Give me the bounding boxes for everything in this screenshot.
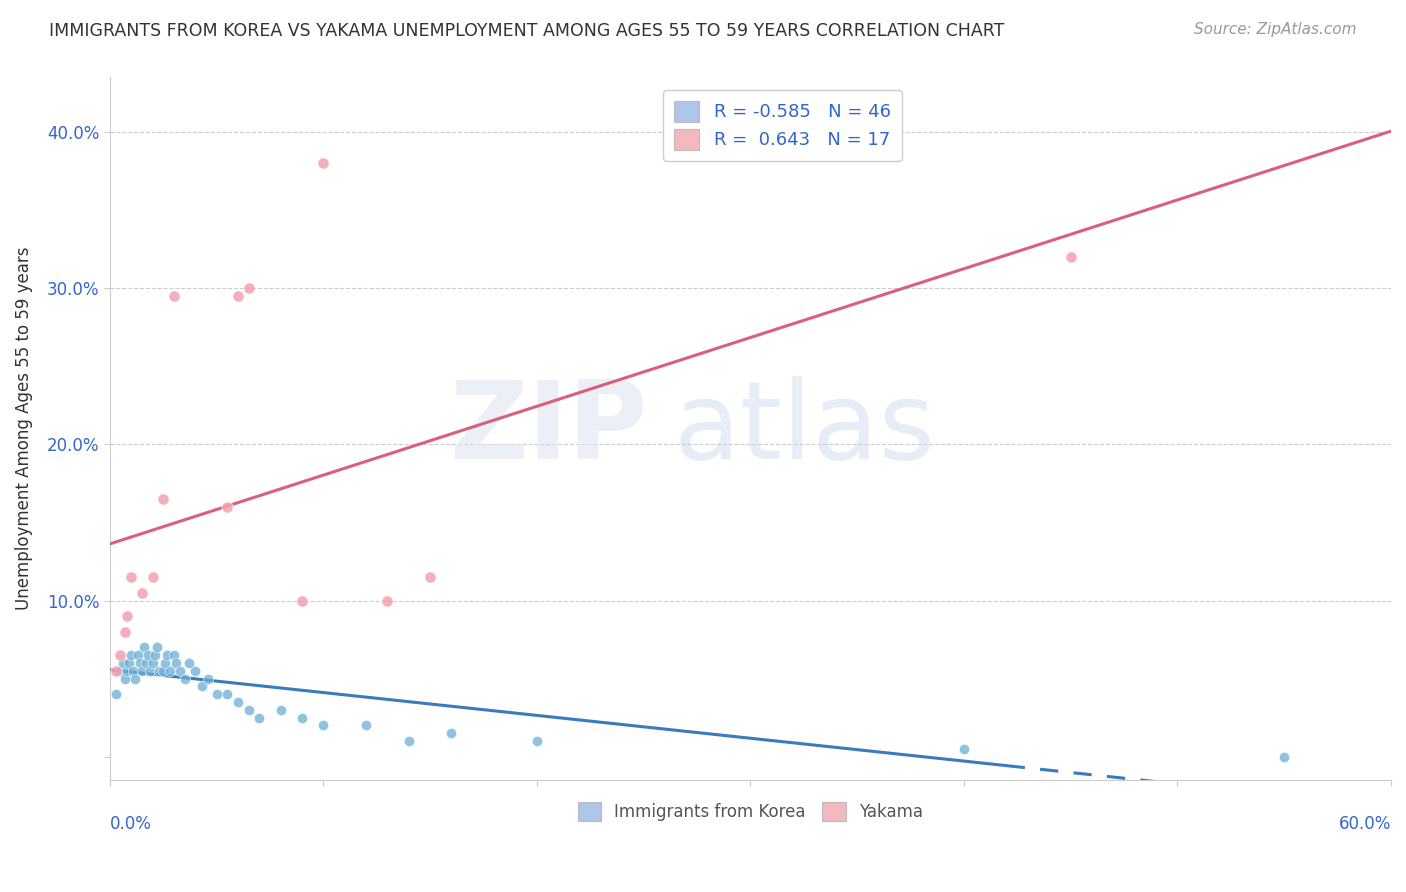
Point — [114, 672, 136, 686]
Point — [312, 156, 335, 170]
Point — [110, 648, 132, 662]
Point — [155, 656, 177, 670]
Point — [124, 672, 146, 686]
Point — [440, 726, 463, 740]
Point — [1060, 250, 1083, 264]
Point — [111, 656, 134, 670]
Point — [122, 664, 145, 678]
Point — [169, 664, 191, 678]
Point — [270, 703, 292, 717]
Point — [141, 570, 163, 584]
Text: atlas: atlas — [673, 376, 935, 482]
Point — [115, 609, 138, 624]
Point — [127, 648, 149, 662]
Point — [132, 640, 155, 655]
Point — [226, 289, 249, 303]
Point — [205, 687, 228, 701]
Point — [105, 664, 128, 678]
Point — [197, 672, 219, 686]
Text: Source: ZipAtlas.com: Source: ZipAtlas.com — [1194, 22, 1357, 37]
Point — [139, 664, 162, 678]
Point — [136, 648, 159, 662]
Point — [291, 710, 314, 724]
Text: IMMIGRANTS FROM KOREA VS YAKAMA UNEMPLOYMENT AMONG AGES 55 TO 59 YEARS CORRELATI: IMMIGRANTS FROM KOREA VS YAKAMA UNEMPLOY… — [49, 22, 1004, 40]
Point — [152, 664, 174, 678]
Point — [291, 593, 314, 607]
Legend: Immigrants from Korea, Yakama: Immigrants from Korea, Yakama — [571, 796, 929, 828]
Point — [163, 289, 186, 303]
Point — [115, 664, 138, 678]
Point — [184, 664, 207, 678]
Point — [419, 570, 441, 584]
Point — [312, 718, 335, 732]
Point — [105, 687, 128, 701]
Point — [143, 648, 166, 662]
Point — [165, 656, 187, 670]
Point — [152, 491, 174, 506]
Point — [114, 624, 136, 639]
Point — [190, 679, 212, 693]
Point — [135, 656, 157, 670]
Point — [354, 718, 377, 732]
Point — [120, 648, 142, 662]
Point — [141, 656, 163, 670]
Point — [131, 585, 153, 599]
Point — [238, 703, 260, 717]
Point — [146, 640, 169, 655]
Text: ZIP: ZIP — [450, 376, 648, 482]
Point — [177, 656, 200, 670]
Point — [148, 664, 170, 678]
Text: 60.0%: 60.0% — [1339, 815, 1391, 833]
Point — [238, 281, 260, 295]
Point — [953, 741, 976, 756]
Point — [159, 664, 181, 678]
Point — [377, 593, 399, 607]
Text: 0.0%: 0.0% — [110, 815, 152, 833]
Point — [110, 664, 132, 678]
Point — [217, 500, 239, 514]
Point — [217, 687, 239, 701]
Point — [120, 570, 142, 584]
Point — [163, 648, 186, 662]
Point — [131, 664, 153, 678]
Point — [1272, 749, 1295, 764]
Point — [156, 648, 179, 662]
Point — [118, 656, 141, 670]
Y-axis label: Unemployment Among Ages 55 to 59 years: Unemployment Among Ages 55 to 59 years — [15, 247, 32, 610]
Point — [173, 672, 195, 686]
Point — [128, 656, 150, 670]
Point — [247, 710, 270, 724]
Point — [526, 734, 548, 748]
Point — [226, 695, 249, 709]
Point — [398, 734, 420, 748]
